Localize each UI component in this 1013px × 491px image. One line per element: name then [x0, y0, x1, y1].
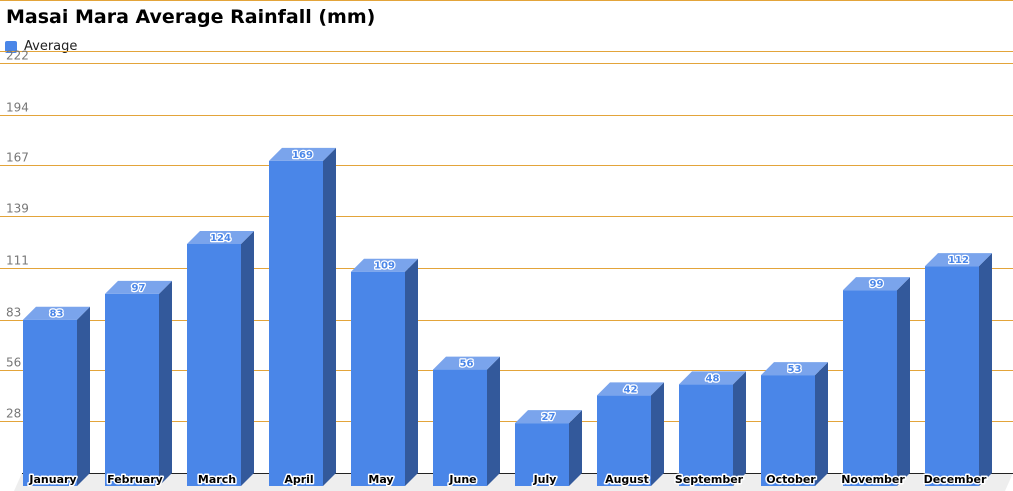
data-label: 169	[292, 150, 313, 161]
bar-front-face	[515, 423, 569, 486]
bar-top-face	[351, 258, 418, 272]
bar-front-face	[843, 290, 897, 486]
bar-front-face	[679, 384, 733, 486]
chart-title: Masai Mara Average Rainfall (mm)	[6, 6, 376, 28]
bar-front-face	[105, 293, 159, 486]
data-label: 124	[210, 233, 231, 244]
y-tick-label: 28	[6, 407, 21, 421]
x-tick-label: June	[448, 473, 476, 486]
bar-top-face	[761, 362, 828, 376]
bar-side-face	[241, 230, 254, 486]
bar-front-face	[269, 160, 323, 487]
bar-october: 53	[761, 362, 828, 486]
bar-side-face	[323, 147, 336, 487]
x-tick-label: October	[766, 473, 816, 486]
bar-march: 124	[187, 230, 254, 486]
data-label: 27	[542, 412, 556, 423]
bar-side-face	[979, 253, 992, 486]
y-tick-label: 56	[6, 356, 21, 370]
bar-side-face	[815, 362, 828, 486]
bar-top-face	[105, 280, 172, 294]
bar-top-face	[187, 230, 254, 244]
bar-top-face	[515, 410, 582, 424]
bar-top-face	[597, 382, 664, 396]
data-label: 99	[870, 279, 884, 290]
x-tick-label: August	[605, 473, 649, 486]
data-label: 83	[50, 309, 64, 320]
bar-side-face	[569, 410, 582, 486]
x-tick-label: January	[28, 473, 76, 486]
x-tick-label: May	[368, 473, 393, 486]
bar-side-face	[77, 306, 90, 486]
bar-top-face	[269, 147, 336, 161]
y-tick-label: 222	[6, 49, 29, 63]
legend: Average	[5, 39, 77, 54]
bar-february: 97	[105, 280, 172, 486]
bar-side-face	[733, 371, 746, 486]
y-axis-ticks: 28 56 83 111 139 167 194 222	[6, 49, 29, 421]
data-label: 42	[624, 384, 638, 395]
bar-top-face	[23, 306, 90, 320]
bar-july: 27	[515, 410, 582, 486]
bar-front-face	[597, 395, 651, 486]
bar-top-face	[433, 356, 500, 370]
data-label: 112	[948, 255, 969, 266]
bar-december: 112	[925, 253, 992, 486]
bar-top-face	[843, 277, 910, 291]
data-label: 56	[460, 359, 474, 370]
bar-top-face	[925, 253, 992, 267]
bar-january: 83	[23, 306, 90, 486]
bar-side-face	[651, 382, 664, 486]
y-tick-label: 111	[6, 254, 29, 268]
y-tick-label: 194	[6, 101, 29, 115]
x-tick-label: March	[198, 473, 236, 486]
data-label: 97	[132, 283, 146, 294]
bar-front-face	[187, 243, 241, 486]
bar-september: 48	[679, 371, 746, 486]
bar-side-face	[405, 258, 418, 486]
bar-june: 56	[433, 356, 500, 486]
bar-top-face	[679, 371, 746, 385]
x-tick-label: July	[533, 473, 557, 486]
bar-front-face	[23, 319, 77, 486]
bar-front-face	[351, 271, 405, 486]
data-label: 53	[788, 364, 802, 375]
x-tick-label: September	[675, 473, 744, 486]
legend-label-average: Average	[24, 39, 78, 54]
category-labels: January February March April May June July Augu…	[27, 472, 989, 488]
x-tick-label: December	[924, 473, 987, 486]
bar-side-face	[897, 277, 910, 486]
x-tick-label: November	[841, 473, 905, 486]
bar-november: 99	[843, 277, 910, 486]
legend-swatch	[5, 40, 17, 53]
bar-side-face	[487, 356, 500, 486]
bar-may: 109	[351, 258, 418, 486]
data-label: 48	[706, 373, 720, 384]
y-tick-label: 167	[6, 151, 29, 165]
bar-front-face	[761, 375, 815, 486]
bar-front-face	[925, 266, 979, 486]
x-tick-label: April	[284, 473, 313, 486]
y-tick-label: 83	[6, 306, 21, 320]
bar-side-face	[159, 280, 172, 486]
bar-front-face	[433, 369, 487, 486]
x-tick-label: February	[107, 473, 163, 486]
bars: 83 97 124 169 109 56 27 42 48 53 99 112	[23, 147, 992, 487]
bar-april: 169	[269, 147, 336, 487]
y-tick-label: 139	[6, 202, 29, 216]
bar-august: 42	[597, 382, 664, 486]
data-label: 109	[374, 261, 395, 272]
